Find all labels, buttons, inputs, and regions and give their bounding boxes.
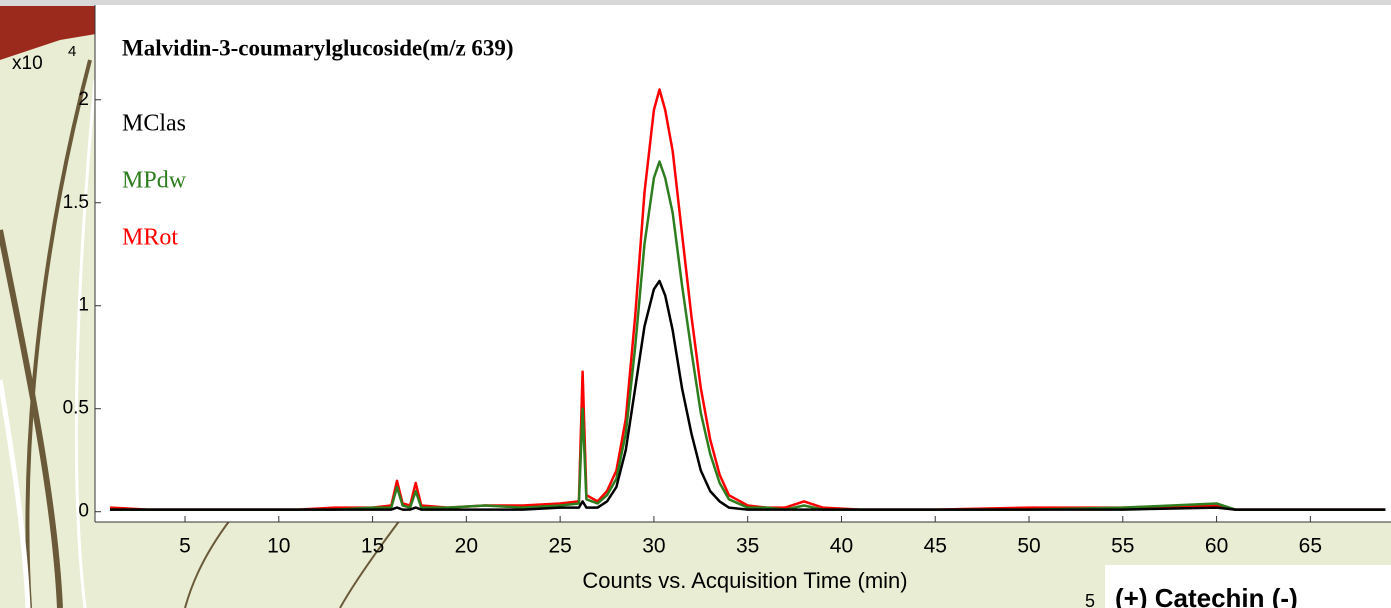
deco-curve — [74, 79, 97, 608]
x-tick-label: 15 — [361, 535, 384, 558]
next-panel — [1105, 565, 1391, 608]
y-exponent: 4 — [68, 43, 76, 60]
next-panel-label: 5 — [1085, 591, 1095, 608]
y-tick-label: 0.5 — [63, 398, 89, 419]
x-axis-label: Counts vs. Acquisition Time (min) — [582, 568, 907, 593]
deco-curve — [25, 59, 92, 608]
series-line — [110, 279, 1386, 511]
legend-entry: MPdw — [122, 168, 187, 194]
x-tick-label: 35 — [736, 535, 759, 558]
x-tick-label: 5 — [179, 535, 191, 558]
y-multiplier: x10 — [12, 53, 43, 74]
x-tick-label: 60 — [1205, 535, 1228, 558]
y-tick-label: 2 — [78, 89, 89, 110]
plot-panel — [95, 5, 1391, 522]
y-tick-label: 1.5 — [63, 192, 89, 213]
x-tick-label: 55 — [1111, 535, 1134, 558]
deco-curve — [0, 379, 31, 608]
y-tick-label: 1 — [78, 295, 89, 316]
x-tick-label: 45 — [924, 535, 947, 558]
x-tick-label: 20 — [455, 535, 478, 558]
y-tick-label: 0 — [78, 501, 89, 522]
x-tick-label: 65 — [1299, 535, 1322, 558]
legend-entry: MClas — [122, 111, 186, 137]
deco-curve — [184, 519, 231, 608]
deco-curve — [339, 519, 401, 608]
x-tick-label: 25 — [548, 535, 571, 558]
next-panel-title: (+) Catechin (-) — [1115, 583, 1298, 608]
x-tick-label: 50 — [1017, 535, 1040, 558]
x-tick-label: 10 — [267, 535, 290, 558]
legend-entry: MRot — [122, 225, 178, 251]
x-tick-label: 40 — [830, 535, 853, 558]
corner-accent — [0, 0, 300, 60]
chart-title: Malvidin-3-coumarylglucoside(m/z 639) — [122, 35, 514, 60]
x-tick-label: 30 — [642, 535, 665, 558]
deco-curve — [0, 229, 63, 608]
top-strip — [0, 0, 1391, 6]
